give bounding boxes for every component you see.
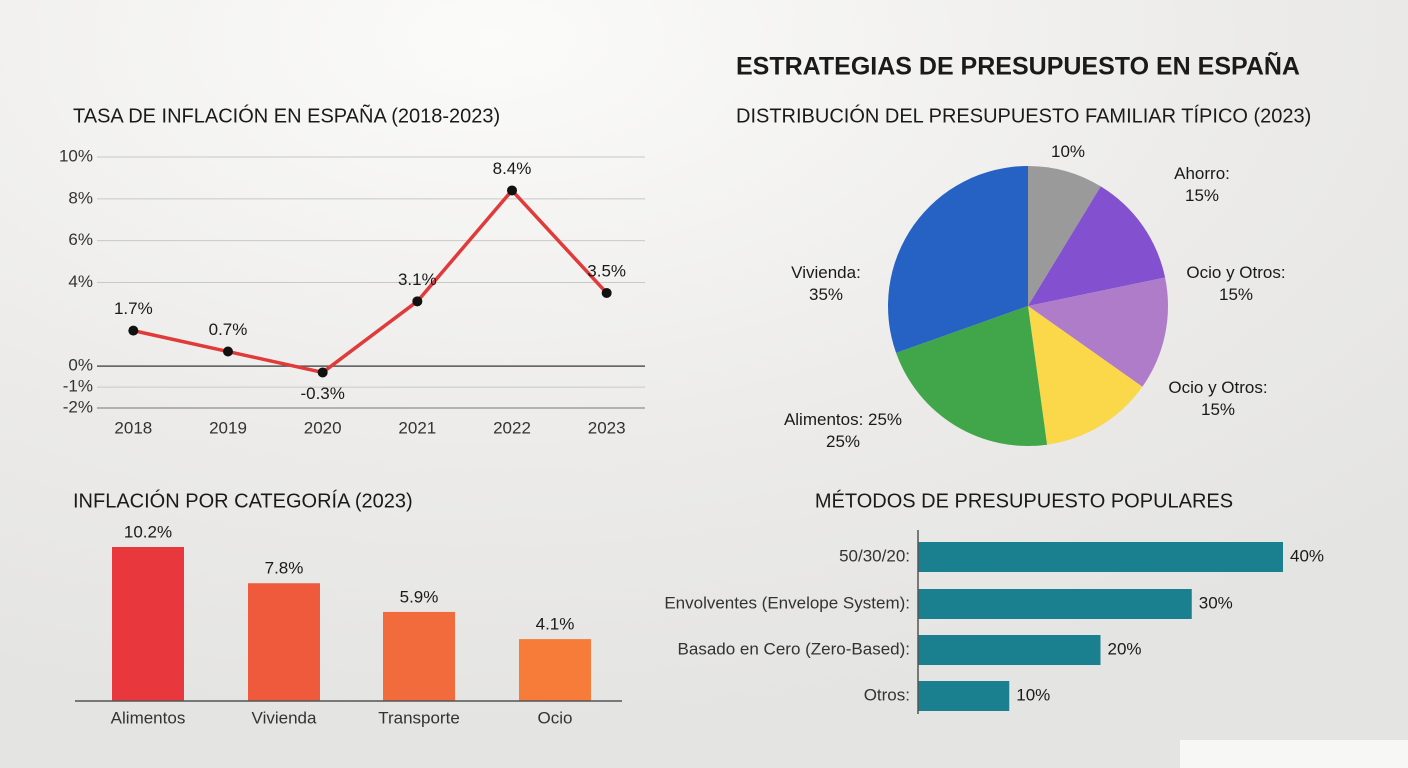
slice-label: Ocio y Otros: 15% [1168,378,1267,419]
point [223,346,233,357]
value-label: 1.7% [114,299,153,318]
bar [248,583,320,701]
pie-slice [1028,277,1168,387]
value-label: 3.1% [398,270,437,289]
value-label: 10.2% [124,522,172,541]
chart-title: DISTRIBUCIÓN DEL PRESUPUESTO FAMILIAR TÍ… [736,104,1311,127]
slice-name: Ocio y Otros: [1186,263,1285,282]
value-label: 8.4% [493,159,532,178]
value-label: 7.8% [265,559,304,578]
shelf [1180,740,1408,768]
slice-value: 10% [1051,142,1085,161]
slice-value: 15% [1201,400,1235,419]
chart-title: INFLACIÓN POR CATEGORÍA (2023) [73,489,413,512]
value-label: 4.1% [536,615,575,634]
slice-label: Alimentos: 25% 25% [784,410,902,451]
bar [519,639,591,701]
slice-value: 15% [1185,186,1219,205]
slice-name: Ahorro: [1174,164,1230,183]
point [317,367,328,378]
point [507,185,517,196]
x-tick-label: Transporte [378,708,460,727]
value-label: 0.7% [209,320,248,339]
x-tick-label: 2018 [114,418,152,437]
value-label: 20% [1108,639,1142,658]
x-tick-label: 2022 [493,418,531,437]
y-tick-label: -2% [63,397,93,416]
slice-name: Alimentos: 25% [784,410,902,429]
bar [918,589,1192,619]
point [128,325,139,336]
value-label: -0.3% [300,384,344,403]
slice-value: 25% [826,432,860,451]
pie-slice [1028,166,1101,306]
x-tick-label: Alimentos [111,708,186,727]
y-tick-label: Otros: [864,685,910,704]
pie-slice [1028,186,1166,306]
value-label: 30% [1199,593,1233,612]
x-tick-label: 2021 [398,418,436,437]
y-tick-label: 10% [59,146,93,165]
slice-label: Ahorro: 15% [1174,164,1230,205]
slice-name: Ocio y Otros: [1168,378,1267,397]
x-tick-label: 2019 [209,418,247,437]
y-tick-label: Envolventes (Envelope System): [664,593,910,612]
value-label: 10% [1016,685,1050,704]
slice-name: Vivienda: [791,263,861,282]
slice-value: 15% [1219,285,1253,304]
bar [918,681,1010,711]
value-label: 40% [1290,546,1324,565]
y-tick-label: 0% [68,356,93,375]
line [132,188,608,375]
chart-title: TASA DE INFLACIÓN EN ESPAÑA (2018-2023) [73,103,500,127]
bar [383,611,455,701]
point [601,287,612,298]
bar [112,547,184,701]
x-tick-label: 2023 [588,418,626,437]
chart-title: MÉTODOS DE PRESUPUESTO POPULARES [815,489,1233,512]
y-tick-label: 50/30/20: [839,546,910,565]
slice-value: 35% [809,285,843,304]
value-label: 3.5% [587,261,626,280]
y-tick-label: -1% [63,377,93,396]
y-tick-label: 6% [68,230,93,249]
bar [918,542,1283,572]
x-tick-label: Ocio [538,708,573,727]
slice-label: Ocio y Otros: 15% [1186,263,1285,304]
x-tick-label: 2020 [304,418,342,437]
y-tick-label: 4% [68,272,93,291]
pie-slice [1028,306,1143,445]
x-tick-label: Vivienda [252,708,317,727]
slice-label: Vivienda: 35% [791,263,861,304]
y-tick-label: 8% [68,188,93,207]
pie-slice [896,306,1048,447]
slice-label: 10% [1051,142,1085,161]
bar [918,635,1101,665]
pie-slice [888,166,1028,353]
y-tick-label: Basado en Cero (Zero-Based): [678,639,910,658]
value-label: 5.9% [400,587,439,606]
point [412,296,423,307]
page-title: ESTRATEGIAS DE PRESUPUESTO EN ESPAÑA [736,51,1300,81]
